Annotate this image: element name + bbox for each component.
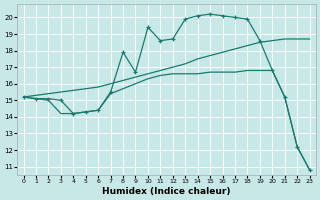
X-axis label: Humidex (Indice chaleur): Humidex (Indice chaleur) <box>102 187 231 196</box>
